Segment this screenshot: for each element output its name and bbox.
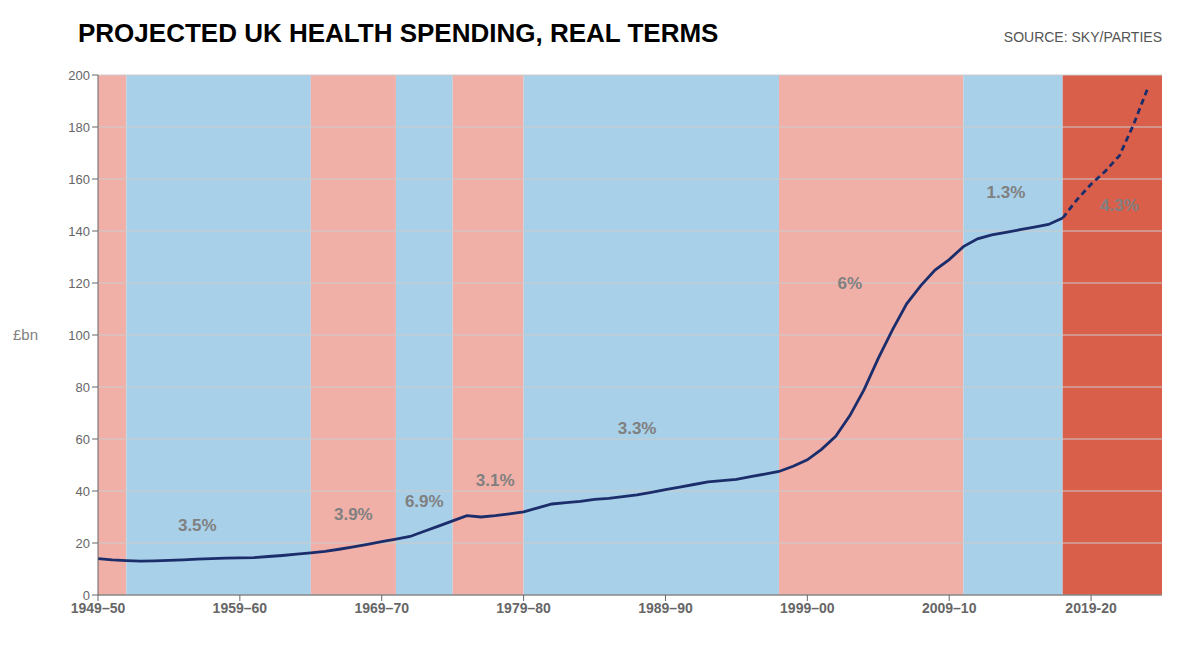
svg-text:2009–10: 2009–10: [922, 600, 977, 616]
svg-text:1.3%: 1.3%: [987, 183, 1026, 202]
svg-text:80: 80: [76, 380, 90, 395]
svg-text:200: 200: [68, 68, 90, 83]
svg-text:140: 140: [68, 224, 90, 239]
svg-text:2019-20: 2019-20: [1065, 600, 1117, 616]
svg-text:0: 0: [83, 588, 90, 603]
html-text:PROJECTED UK HEALTH SPENDING,: PROJECTED UK HEALTH SPENDING, REAL TERMS: [78, 18, 719, 48]
svg-text:120: 120: [68, 276, 90, 291]
svg-text:160: 160: [68, 172, 90, 187]
svg-text:1979–80: 1979–80: [496, 600, 551, 616]
svg-text:180: 180: [68, 120, 90, 135]
html-text:SOURCE: SKY/PARTIES: SOURCE: SKY/PARTIES: [1003, 29, 1162, 45]
svg-text:3.9%: 3.9%: [334, 505, 373, 524]
svg-text:4.3%: 4.3%: [1100, 196, 1139, 215]
svg-text:£bn: £bn: [13, 326, 38, 343]
svg-text:1989–90: 1989–90: [638, 600, 693, 616]
svg-text:100: 100: [68, 328, 90, 343]
svg-text:1959–60: 1959–60: [213, 600, 268, 616]
svg-text:60: 60: [76, 432, 90, 447]
svg-text:3.3%: 3.3%: [618, 419, 657, 438]
svg-text:3.1%: 3.1%: [476, 471, 515, 490]
svg-text:6%: 6%: [838, 274, 863, 293]
svg-text:1969–70: 1969–70: [354, 600, 409, 616]
svg-text:6.9%: 6.9%: [405, 492, 444, 511]
svg-text:40: 40: [76, 484, 90, 499]
svg-text:1949–50: 1949–50: [71, 600, 126, 616]
svg-text:3.5%: 3.5%: [178, 516, 217, 535]
svg-text:1999–00: 1999–00: [780, 600, 835, 616]
svg-text:20: 20: [76, 536, 90, 551]
